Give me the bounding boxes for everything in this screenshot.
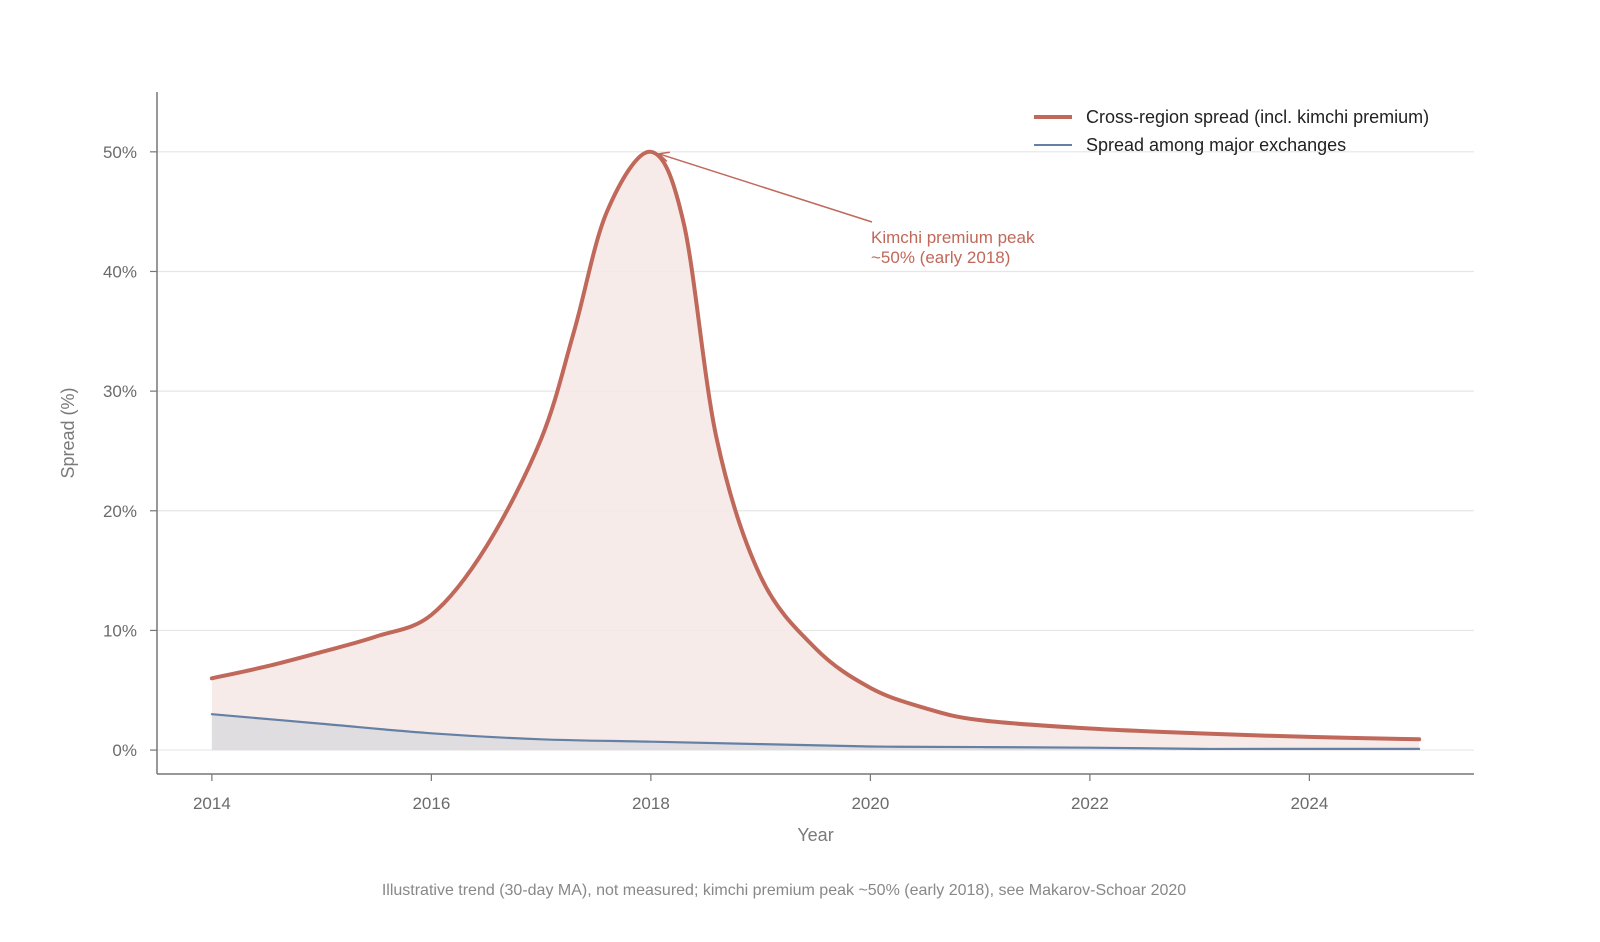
peak-annotation: Kimchi premium peak ~50% (early 2018) [657, 151, 1035, 267]
x-tick-label-2016: 2016 [412, 794, 450, 813]
y-tick-label-50: 50% [103, 143, 137, 162]
y-tick-label-30: 30% [103, 382, 137, 401]
footnote: Illustrative trend (30-day MA), not meas… [382, 882, 1186, 899]
series-area-0 [211, 151, 1420, 751]
series-line-1 [210, 713, 1421, 751]
y-tick-label-20: 20% [103, 502, 137, 521]
x-axis-ticks: 2014 2016 2018 2020 2022 2024 [193, 774, 1328, 813]
x-tick-label-2014: 2014 [193, 794, 231, 813]
legend-label-major-exchanges: Spread among major exchanges [1086, 135, 1346, 155]
series-lines [209, 149, 1422, 751]
y-axis-ticks: 0% 10% 20% 30% 40% 50% [103, 143, 157, 760]
y-tick-label-40: 40% [103, 262, 137, 281]
x-tick-label-2018: 2018 [632, 794, 670, 813]
annotation-text-line-1: Kimchi premium peak [871, 228, 1035, 247]
axes [156, 92, 1474, 775]
x-tick-label-2022: 2022 [1071, 794, 1109, 813]
annotation-text-line-2: ~50% (early 2018) [871, 248, 1010, 267]
y-axis-title: Spread (%) [58, 387, 78, 478]
series-line-0 [209, 149, 1422, 742]
x-tick-label-2020: 2020 [851, 794, 889, 813]
x-axis-title: Year [797, 825, 833, 845]
grid-lines [157, 151, 1474, 751]
legend: Cross-region spread (incl. kimchi premiu… [1034, 107, 1429, 155]
annotation-arrow [658, 153, 873, 223]
y-tick-label-10: 10% [103, 621, 137, 640]
annotation-arrowhead [657, 151, 670, 162]
legend-label-cross-region: Cross-region spread (incl. kimchi premiu… [1086, 107, 1429, 127]
series-areas [211, 151, 1420, 751]
y-tick-label-0: 0% [112, 741, 137, 760]
x-tick-label-2024: 2024 [1290, 794, 1328, 813]
series-area-1 [211, 714, 1420, 751]
